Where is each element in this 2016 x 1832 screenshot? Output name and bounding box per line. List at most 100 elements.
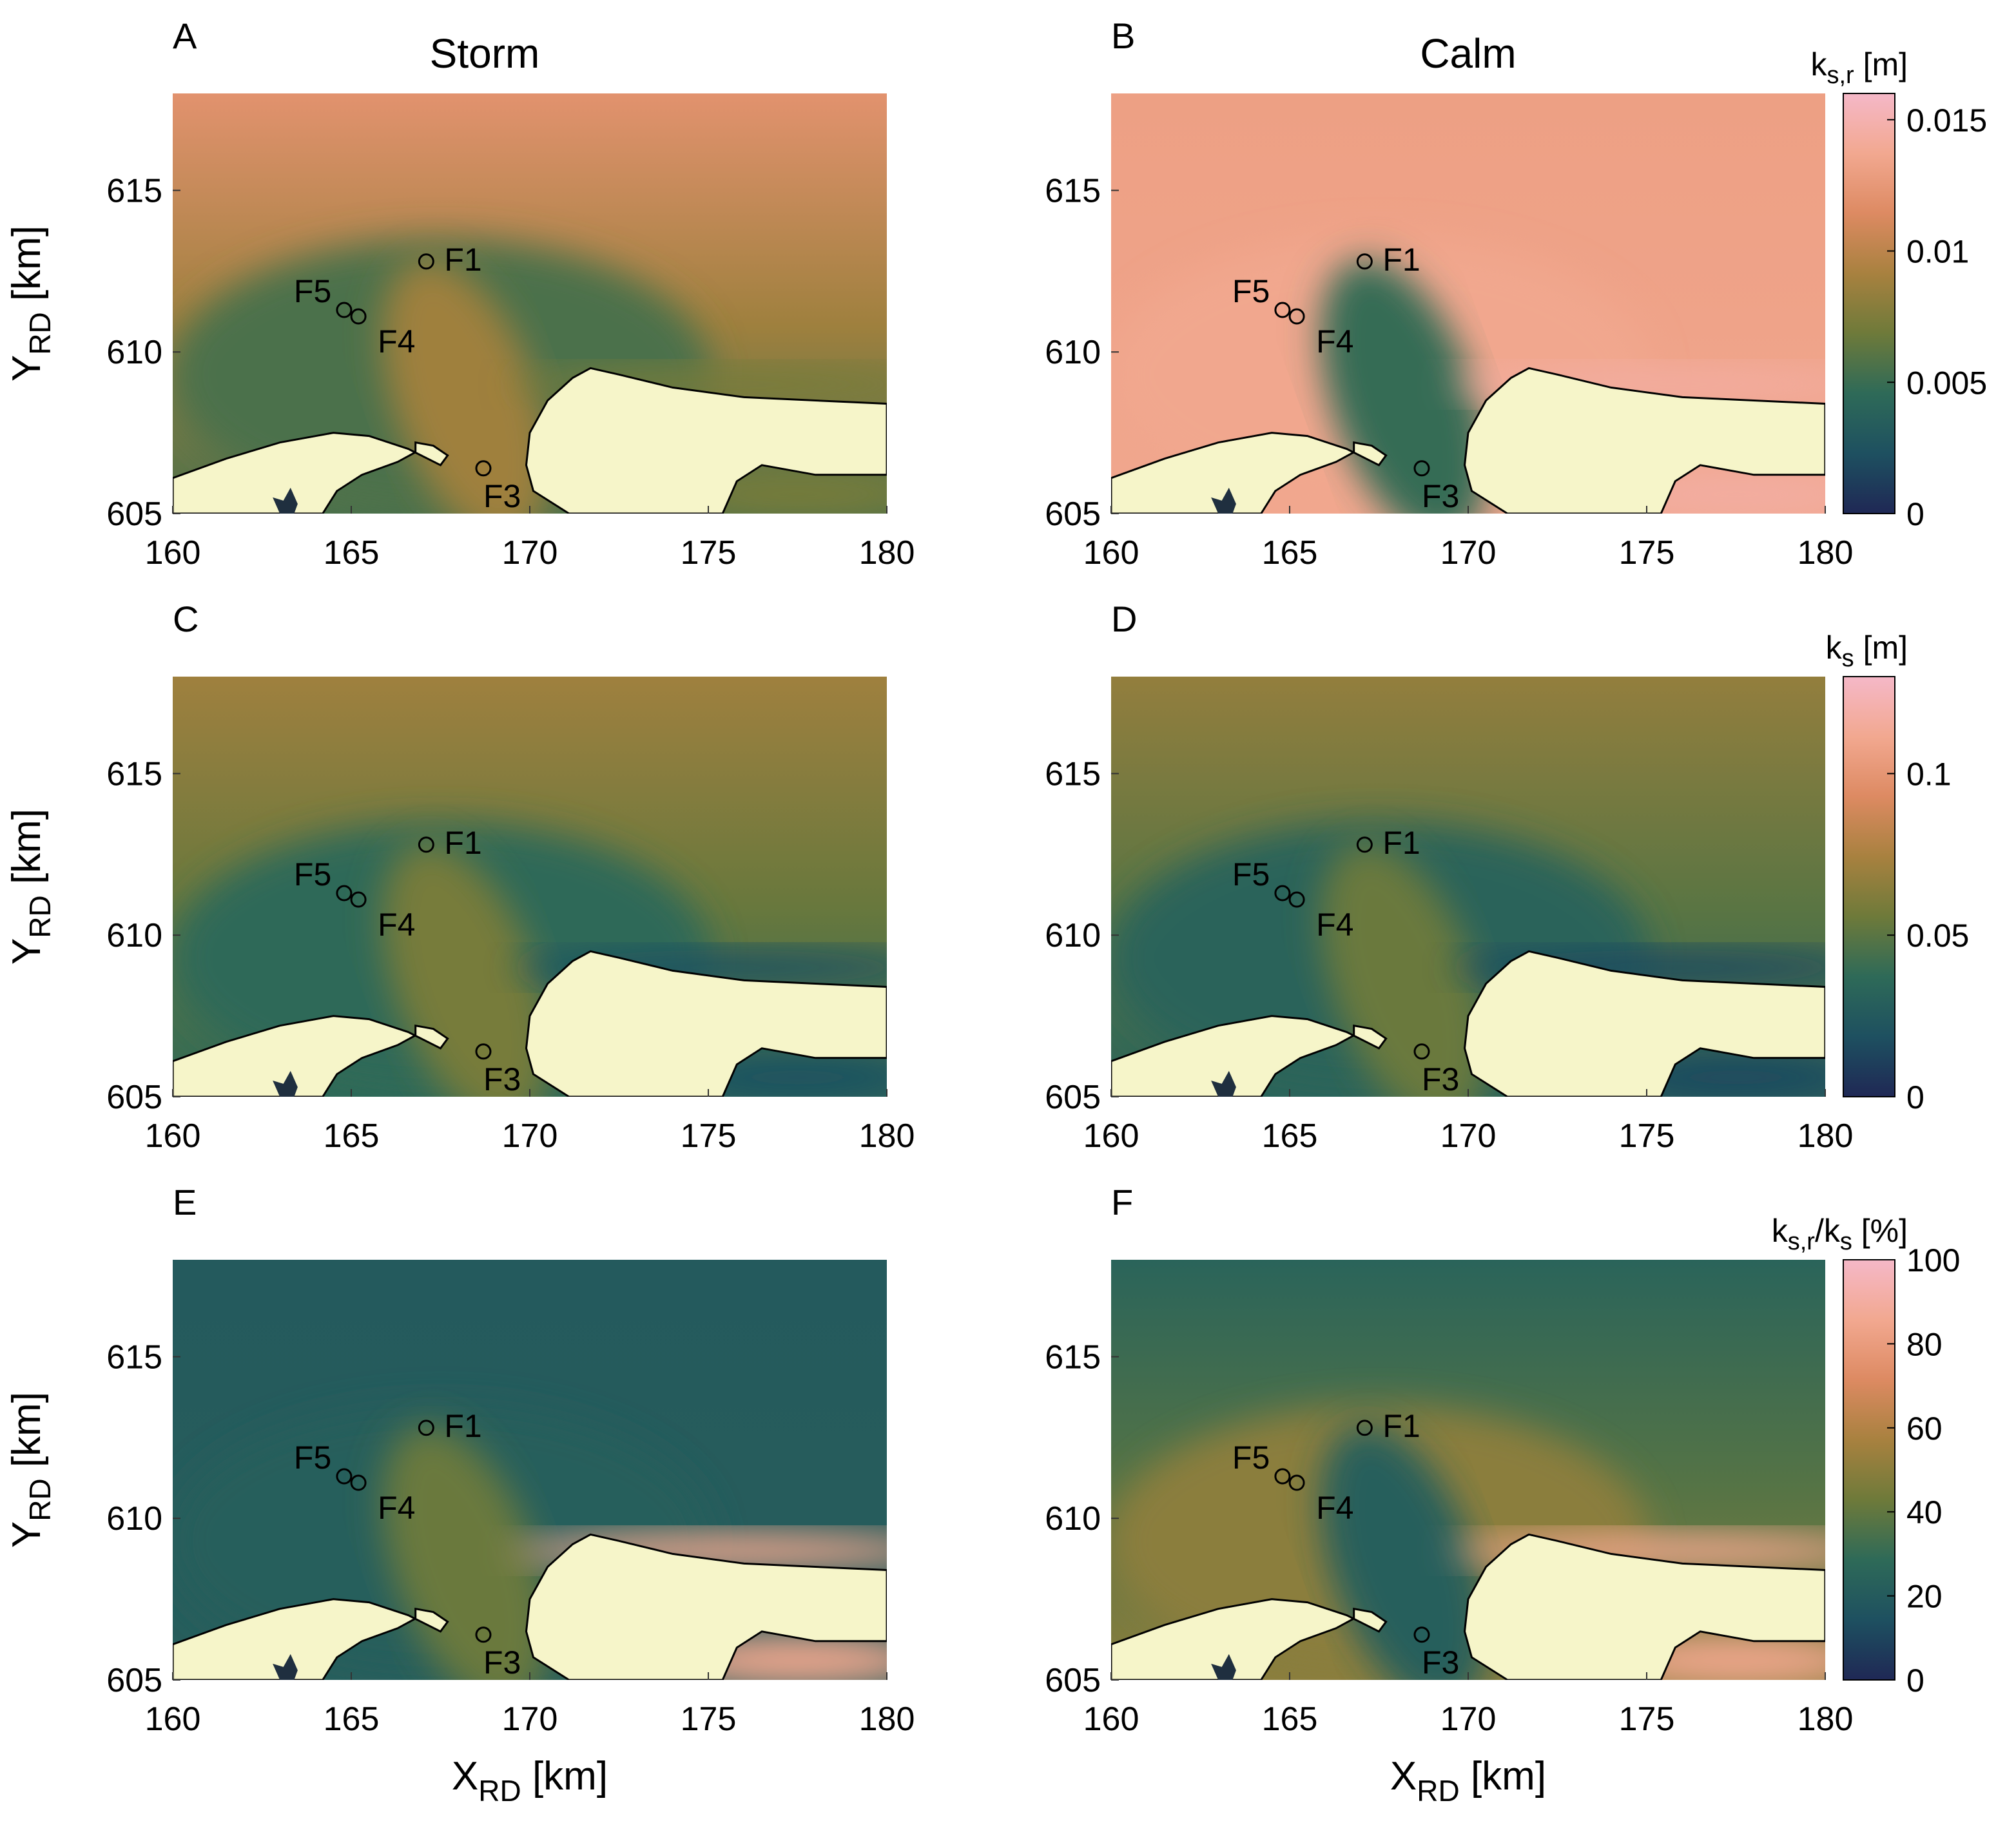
land-mainland — [1111, 1598, 1388, 1680]
land-island — [525, 950, 887, 1097]
figure-layer: 160 165 170 175 180 605 610 615 F1 F5 F4 F3 A YRD [km… — [5, 15, 1987, 1808]
x-tick-label: 170 — [502, 534, 558, 572]
panel-E: 160 165 170 175 180 605 610 615 F1 F5 F4 F3 E YRD [km… — [5, 1182, 915, 1808]
station-marker-F5 — [1274, 302, 1291, 318]
y-tick-label: 610 — [1045, 917, 1101, 954]
station-marker-F4 — [350, 308, 367, 325]
colorbar-bar — [1843, 1259, 1895, 1681]
colorbar-B: 0 0.005 0.01 0.015 ks,r [m] — [1810, 46, 1987, 532]
panel-label: B — [1111, 15, 1135, 56]
station-marker-F3 — [475, 460, 492, 477]
land-island — [525, 367, 887, 514]
colorbar-tick-label: 60 — [1906, 1411, 1943, 1447]
x-tick-label: 180 — [1798, 534, 1854, 572]
station-marker-F5 — [1274, 885, 1291, 902]
heatmap-A — [173, 93, 887, 514]
y-tick-label: 610 — [1045, 1500, 1101, 1538]
station-marker-F3 — [475, 1043, 492, 1060]
panel-label: D — [1111, 599, 1137, 639]
station-label-F1: F1 — [1382, 242, 1420, 278]
x-axis-label: XRD [km] — [452, 1754, 608, 1808]
station-marker-F4 — [1288, 891, 1305, 908]
land-islet — [1211, 1654, 1236, 1680]
x-tick-label: 175 — [1619, 1117, 1675, 1155]
y-axis-label: YRD [km] — [5, 1392, 57, 1548]
colorbar-tick-label: 0.01 — [1906, 234, 1969, 270]
land-islet — [273, 487, 298, 514]
station-label-F1: F1 — [1382, 1408, 1420, 1444]
land-mainland — [1111, 1015, 1388, 1097]
station-label-F4: F4 — [1316, 1490, 1353, 1526]
station-label-F4: F4 — [378, 1490, 415, 1526]
station-marker-F1 — [418, 253, 434, 270]
station-marker-F3 — [1413, 1043, 1430, 1060]
panel-label: C — [173, 599, 199, 639]
station-label-F3: F3 — [483, 1644, 521, 1681]
station-marker-F1 — [418, 836, 434, 853]
colorbar-bar — [1843, 93, 1895, 514]
station-marker-F5 — [336, 302, 353, 318]
heatmap-D — [1111, 677, 1825, 1097]
colorbar-tick-label: 0.005 — [1906, 365, 1987, 401]
x-tick-label: 165 — [324, 534, 380, 572]
channel-plume — [1320, 842, 1488, 1097]
x-tick-label: 175 — [1619, 534, 1675, 572]
station-label-F3: F3 — [1422, 1644, 1459, 1681]
colorbar-tick-label: 100 — [1906, 1242, 1960, 1278]
station-marker-F1 — [1356, 253, 1373, 270]
y-tick-label: 610 — [1045, 334, 1101, 371]
x-tick-label: 165 — [1262, 534, 1318, 572]
land-island — [525, 1533, 887, 1680]
y-tick-label: 615 — [106, 755, 162, 793]
colorbar-tick-label: 80 — [1906, 1326, 1943, 1362]
y-tick-label: 605 — [106, 1662, 162, 1699]
colorbar-D: 0 0.05 0.1 ks [m] — [1826, 630, 1970, 1115]
station-marker-F3 — [1413, 460, 1430, 477]
station-marker-F3 — [475, 1626, 492, 1643]
x-tick-label: 180 — [859, 1117, 915, 1155]
x-tick-label: 160 — [1083, 1701, 1139, 1738]
x-tick-label: 170 — [1440, 1117, 1497, 1155]
land-mainland — [173, 432, 449, 514]
y-tick-label: 610 — [106, 917, 162, 954]
colorbar-tick-label: 0 — [1906, 1079, 1924, 1115]
heatmap-E — [173, 1260, 887, 1680]
station-label-F4: F4 — [378, 907, 415, 943]
channel-plume — [382, 842, 550, 1097]
x-tick-label: 165 — [1262, 1117, 1318, 1155]
station-marker-F1 — [1356, 836, 1373, 853]
heatmap-C — [173, 677, 887, 1097]
x-tick-label: 175 — [1619, 1701, 1675, 1738]
x-tick-label: 160 — [145, 1701, 201, 1738]
channel-plume — [1320, 259, 1488, 514]
x-tick-label: 160 — [1083, 534, 1139, 572]
x-tick-label: 165 — [1262, 1701, 1318, 1738]
station-marker-F1 — [418, 1420, 434, 1436]
panel-B: 160 165 170 175 180605610615F1F5F4F3B00.0050… — [1045, 15, 1987, 572]
land-island — [1463, 1533, 1825, 1680]
y-tick-label: 615 — [1045, 1338, 1101, 1376]
colorbar-tick-label: 0 — [1906, 1663, 1924, 1699]
y-tick-label: 605 — [106, 496, 162, 533]
panel-C: 160 165 170 175 180 605 610 615 F1 F5 F4 F3 C YRD [km… — [5, 599, 915, 1155]
y-tick-label: 605 — [1045, 496, 1101, 533]
panel-label: F — [1111, 1182, 1133, 1222]
station-marker-F5 — [336, 885, 353, 902]
station-marker-F5 — [1274, 1468, 1291, 1485]
station-label-F3: F3 — [1422, 478, 1459, 514]
y-tick-label: 605 — [106, 1079, 162, 1116]
heatmap-F — [1111, 1260, 1825, 1680]
colorbar-tick-label: 20 — [1906, 1579, 1943, 1615]
land-mainland — [1111, 432, 1388, 514]
land-mainland — [173, 1598, 449, 1680]
station-marker-F4 — [350, 1474, 367, 1491]
land-islet — [273, 1654, 298, 1680]
land-island — [1463, 367, 1825, 514]
y-tick-label: 610 — [106, 1500, 162, 1538]
station-label-F4: F4 — [1316, 323, 1353, 360]
colorbar-tick-label: 0 — [1906, 496, 1924, 532]
station-marker-F3 — [1413, 1626, 1430, 1643]
station-marker-F4 — [1288, 308, 1305, 325]
